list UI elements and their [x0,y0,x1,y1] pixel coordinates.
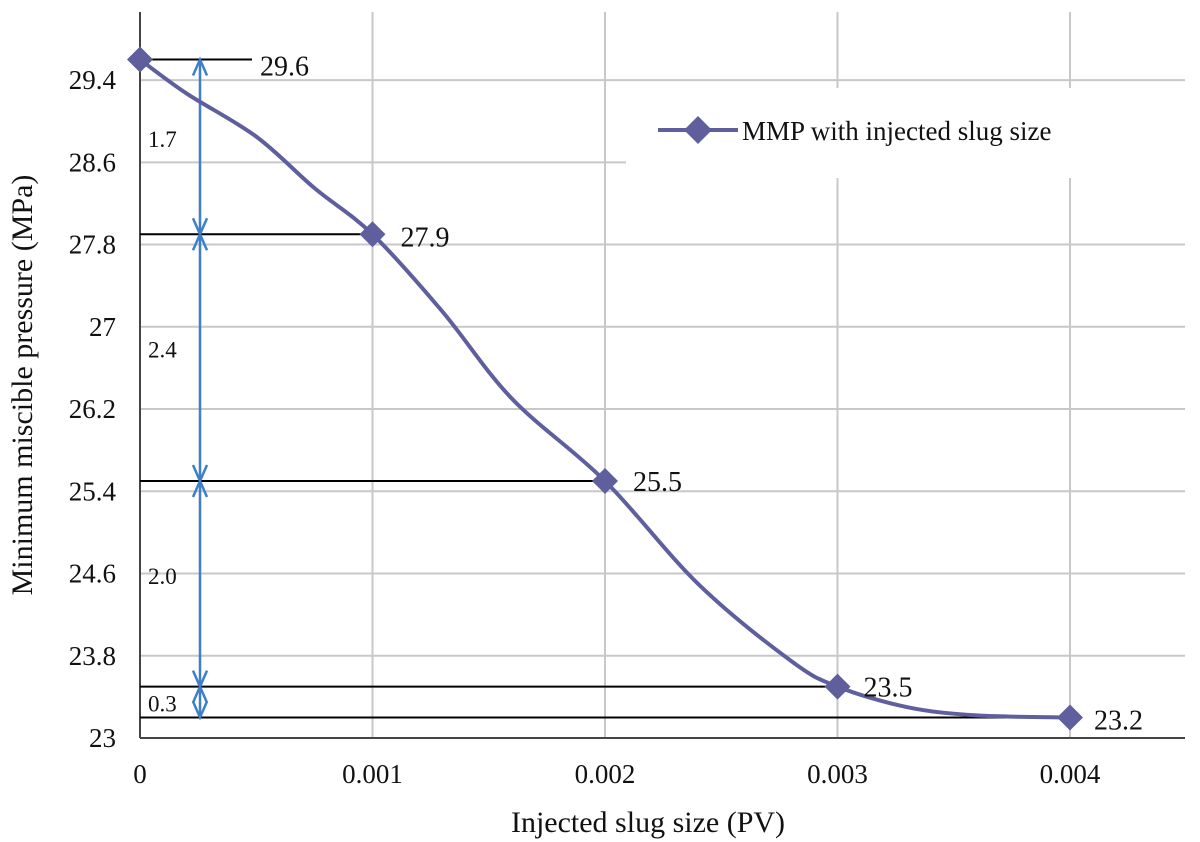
arrow-head-up [191,231,209,251]
difference-arrows: 1.7 2.4 2.0 0.3 [148,56,209,721]
legend: MMP with injected slug size [626,88,1186,178]
y-tick-label: 24.6 [69,559,116,589]
y-tick-label: 23 [89,723,116,753]
difference-arrow-1: 2.4 [148,231,209,485]
legend-background [626,88,1186,178]
data-point-marker [824,673,851,700]
arrow-head-up [191,56,209,77]
series-layer [127,46,1083,731]
data-point-marker [359,221,386,248]
arrow-head-down [191,700,209,721]
arrow-head-up [191,477,209,498]
difference-arrow-3: 0.3 [148,683,209,721]
difference-label: 2.4 [148,338,177,363]
x-tick-label: 0.002 [575,759,636,789]
series-line [138,57,1072,720]
y-axis-title: Minimum miscible pressure (MPa) [6,175,39,596]
data-point-marker [592,468,618,494]
data-label: 23.5 [864,673,913,704]
x-tick-label: 0.004 [1040,759,1101,789]
y-tick-label: 27 [89,312,116,342]
difference-label: 2.0 [148,564,177,589]
arrow-head-up [191,683,209,704]
data-label: 27.9 [401,222,450,253]
y-tick-label: 23.8 [69,641,116,671]
x-axis-title: Injected slug size (PV) [511,806,785,839]
data-point-marker [127,46,153,73]
y-tick-label: 25.4 [69,476,117,506]
y-tick-label: 26.2 [69,394,116,424]
x-tick-label: 0.003 [807,759,868,789]
legend-label: MMP with injected slug size [742,116,1051,146]
difference-arrow-2: 2.0 [148,477,209,690]
x-tick-label: 0 [133,759,147,789]
reference-lines [140,58,1070,719]
difference-arrow-0: 1.7 [148,56,209,238]
difference-label: 1.7 [148,127,177,152]
data-point-marker [1057,704,1083,731]
difference-label: 0.3 [148,691,177,716]
legend-marker-swatch [684,116,712,144]
data-label: 23.2 [1094,705,1143,736]
x-tick-label: 0.001 [342,759,403,789]
axis-layer: 23 23.8 24.6 25.4 26.2 27 27.8 28.6 29.4 0 0.001 0.… [69,12,1185,789]
data-label: 25.5 [633,467,682,498]
y-tick-label: 27.8 [69,230,116,260]
y-tick-label: 28.6 [69,147,116,177]
y-tick-label: 29.4 [69,65,117,95]
data-labels: 29.6 27.9 25.5 23.5 23.2 [260,52,1143,737]
data-label: 29.6 [260,52,309,83]
